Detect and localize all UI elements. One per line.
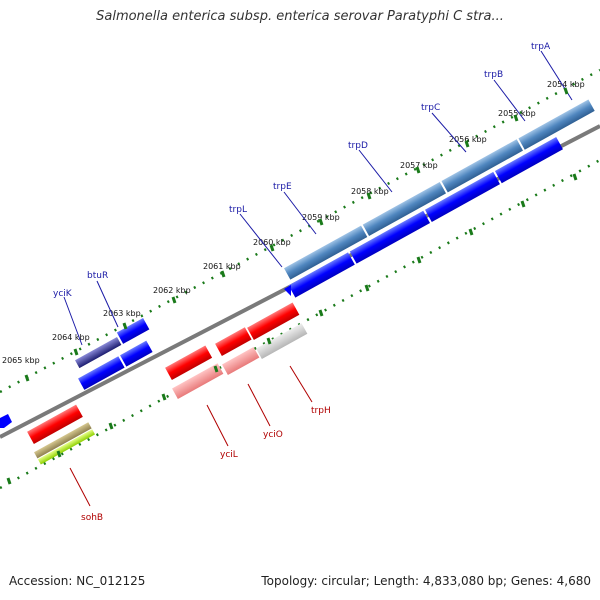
tick-label: 2065 kbp [2,356,40,365]
major-ticks [6,87,578,485]
tick-label: 2056 kbp [449,135,487,144]
outer-tick-track [0,68,600,394]
gene-sohB-band-olive[interactable] [34,422,92,459]
topology-summary: Topology: circular; Length: 4,833,080 bp… [261,574,591,588]
forward-gene-labels: trpA trpB trpC trpD trpE trpL btuR yciK [53,42,573,346]
cds-small-arrow[interactable] [284,285,291,296]
gene-label-btuR: btuR [87,271,108,281]
cds-trpD[interactable] [424,171,500,222]
gene-trpC-band[interactable] [518,99,595,150]
cds-yciL[interactable] [165,345,213,380]
tick-label: 2062 kbp [153,286,191,295]
cds-fragment-left[interactable] [0,414,12,428]
gene-band [284,99,595,280]
tick-label: 2054 kbp [547,80,585,89]
map-title: Salmonella enterica subsp. enterica sero… [96,9,504,24]
gene-label-sohB: sohB [81,513,103,523]
inner-tick-track [0,158,600,490]
gene-yciO-band[interactable] [222,347,260,375]
tick-label: 2063 kbp [103,309,141,318]
gene-label-yciK: yciK [53,289,73,299]
gene-trpE-band[interactable] [362,181,447,236]
tick-label: 2055 kbp [498,109,536,118]
accession-text: Accession: NC_012125 [9,574,146,588]
forward-cds-track [288,137,563,298]
tick-label: 2060 kbp [253,238,291,247]
cds-sohB[interactable] [27,404,83,444]
tick-label: 2064 kbp [52,333,90,342]
tick-label: 2059 kbp [302,213,340,222]
gene-yciK-band[interactable] [75,336,122,369]
gene-label-trpA: trpA [531,42,551,52]
cds-trpC[interactable] [494,137,563,184]
tick-label: 2057 kbp [400,161,438,170]
gene-label-trpD: trpD [348,141,368,151]
reverse-cds-track [27,302,300,444]
cds-trpH[interactable] [247,302,300,340]
gene-label-trpL: trpL [229,205,247,215]
tick-label: 2058 kbp [351,187,389,196]
btuR-yciK-group [75,317,153,390]
gene-sohB-band-lime[interactable] [37,429,96,465]
gene-trpD-band[interactable] [441,139,523,193]
gene-label-trpH: trpH [311,406,331,416]
reverse-gene-labels: trpH yciO yciL sohB [69,365,331,523]
gene-yciL-band[interactable] [172,363,224,399]
gene-trpH-band[interactable] [256,323,308,359]
gene-label-yciO: yciO [263,430,283,440]
cds-trpE[interactable] [349,210,431,264]
gene-trpL-band[interactable] [284,225,368,280]
tick-labels: 2054 kbp 2055 kbp 2056 kbp 2057 kbp 2058… [2,80,585,365]
gene-btuR-band[interactable] [116,317,150,344]
gene-label-trpE: trpE [273,182,292,192]
cds-yciO[interactable] [215,327,252,356]
reverse-gene-band [34,323,308,465]
gene-label-trpB: trpB [484,70,503,80]
tick-label: 2061 kbp [203,262,241,271]
cds-yciK[interactable] [78,356,125,390]
cds-btuR[interactable] [120,340,153,367]
cds-trpL[interactable] [288,252,355,298]
gene-label-trpC: trpC [421,103,440,113]
gene-label-yciL: yciL [220,450,238,460]
